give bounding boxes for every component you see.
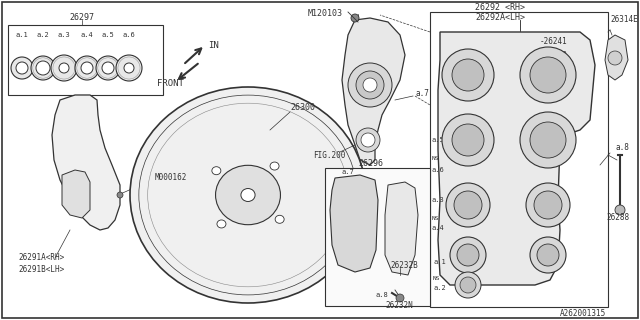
Text: FIG.200: FIG.200 — [313, 150, 346, 159]
Text: IN: IN — [208, 41, 219, 50]
Text: a.6: a.6 — [432, 167, 445, 173]
Circle shape — [446, 183, 490, 227]
Circle shape — [16, 62, 28, 74]
Circle shape — [608, 51, 622, 65]
Circle shape — [36, 61, 50, 75]
Circle shape — [116, 55, 142, 81]
Text: 26291B<LH>: 26291B<LH> — [18, 266, 64, 275]
Circle shape — [450, 237, 486, 273]
Text: a.3: a.3 — [432, 197, 445, 203]
Polygon shape — [330, 175, 378, 272]
Polygon shape — [62, 170, 90, 218]
Circle shape — [520, 47, 576, 103]
Circle shape — [75, 56, 99, 80]
Polygon shape — [342, 18, 405, 165]
Text: M000162: M000162 — [155, 173, 188, 182]
Circle shape — [356, 71, 384, 99]
Circle shape — [457, 244, 479, 266]
Text: -26241: -26241 — [540, 37, 568, 46]
Circle shape — [348, 63, 392, 107]
Ellipse shape — [212, 167, 221, 175]
Text: a.1: a.1 — [15, 32, 28, 38]
Text: a.6: a.6 — [123, 32, 136, 38]
Bar — [8, 25, 163, 95]
Text: M120103: M120103 — [308, 10, 343, 19]
Text: a.4: a.4 — [432, 225, 445, 231]
Text: 26297: 26297 — [70, 13, 95, 22]
Text: NS: NS — [432, 156, 440, 161]
Circle shape — [454, 191, 482, 219]
Circle shape — [460, 277, 476, 293]
Polygon shape — [52, 95, 120, 230]
Circle shape — [452, 124, 484, 156]
Text: a.3: a.3 — [58, 32, 70, 38]
Circle shape — [442, 49, 494, 101]
Text: 26232B: 26232B — [390, 260, 418, 269]
Circle shape — [530, 122, 566, 158]
Circle shape — [31, 56, 55, 80]
Text: 26232N: 26232N — [385, 300, 413, 309]
Text: 26292A<LH>: 26292A<LH> — [475, 13, 525, 22]
Circle shape — [396, 294, 404, 302]
Circle shape — [524, 36, 536, 48]
Text: FRONT: FRONT — [157, 78, 184, 87]
Ellipse shape — [216, 165, 280, 225]
Text: a.2: a.2 — [433, 285, 445, 291]
Ellipse shape — [130, 87, 366, 303]
Circle shape — [11, 57, 33, 79]
Polygon shape — [605, 35, 628, 80]
Circle shape — [530, 237, 566, 273]
Text: 26296: 26296 — [358, 158, 383, 167]
Circle shape — [525, 50, 535, 60]
Circle shape — [520, 112, 576, 168]
Circle shape — [356, 128, 380, 152]
Text: a.8: a.8 — [615, 143, 629, 153]
Circle shape — [526, 183, 570, 227]
Text: 26300: 26300 — [290, 103, 315, 113]
Circle shape — [51, 55, 77, 81]
Circle shape — [452, 59, 484, 91]
Circle shape — [117, 192, 123, 198]
Ellipse shape — [275, 215, 284, 223]
Polygon shape — [438, 32, 595, 285]
Text: 26314E: 26314E — [610, 15, 637, 25]
Ellipse shape — [270, 162, 279, 170]
Bar — [430, 12, 608, 307]
Circle shape — [351, 14, 359, 22]
Text: a.7: a.7 — [342, 169, 355, 175]
Text: 26292 <RH>: 26292 <RH> — [475, 4, 525, 12]
Circle shape — [455, 272, 481, 298]
Circle shape — [530, 57, 566, 93]
Text: -26238: -26238 — [540, 51, 568, 60]
Circle shape — [363, 78, 377, 92]
Text: a.8: a.8 — [375, 292, 388, 298]
Circle shape — [534, 191, 562, 219]
Circle shape — [537, 244, 559, 266]
Text: NS: NS — [432, 215, 440, 220]
Circle shape — [96, 56, 120, 80]
Circle shape — [81, 62, 93, 74]
Text: a.4: a.4 — [81, 32, 93, 38]
Text: a.2: a.2 — [36, 32, 49, 38]
Circle shape — [615, 205, 625, 215]
Polygon shape — [385, 182, 418, 275]
Text: a.7: a.7 — [415, 89, 429, 98]
Text: a.1: a.1 — [433, 259, 445, 265]
Bar — [325, 168, 430, 306]
Text: NS: NS — [433, 276, 440, 281]
Ellipse shape — [217, 220, 226, 228]
Text: A262001315: A262001315 — [560, 308, 606, 317]
Text: a.5: a.5 — [432, 137, 445, 143]
Circle shape — [59, 63, 69, 73]
Circle shape — [442, 114, 494, 166]
Ellipse shape — [241, 188, 255, 202]
Text: 26291A<RH>: 26291A<RH> — [18, 253, 64, 262]
Circle shape — [102, 62, 114, 74]
Text: a.5: a.5 — [102, 32, 115, 38]
Circle shape — [124, 63, 134, 73]
Text: 26288: 26288 — [606, 213, 629, 222]
Circle shape — [361, 133, 375, 147]
